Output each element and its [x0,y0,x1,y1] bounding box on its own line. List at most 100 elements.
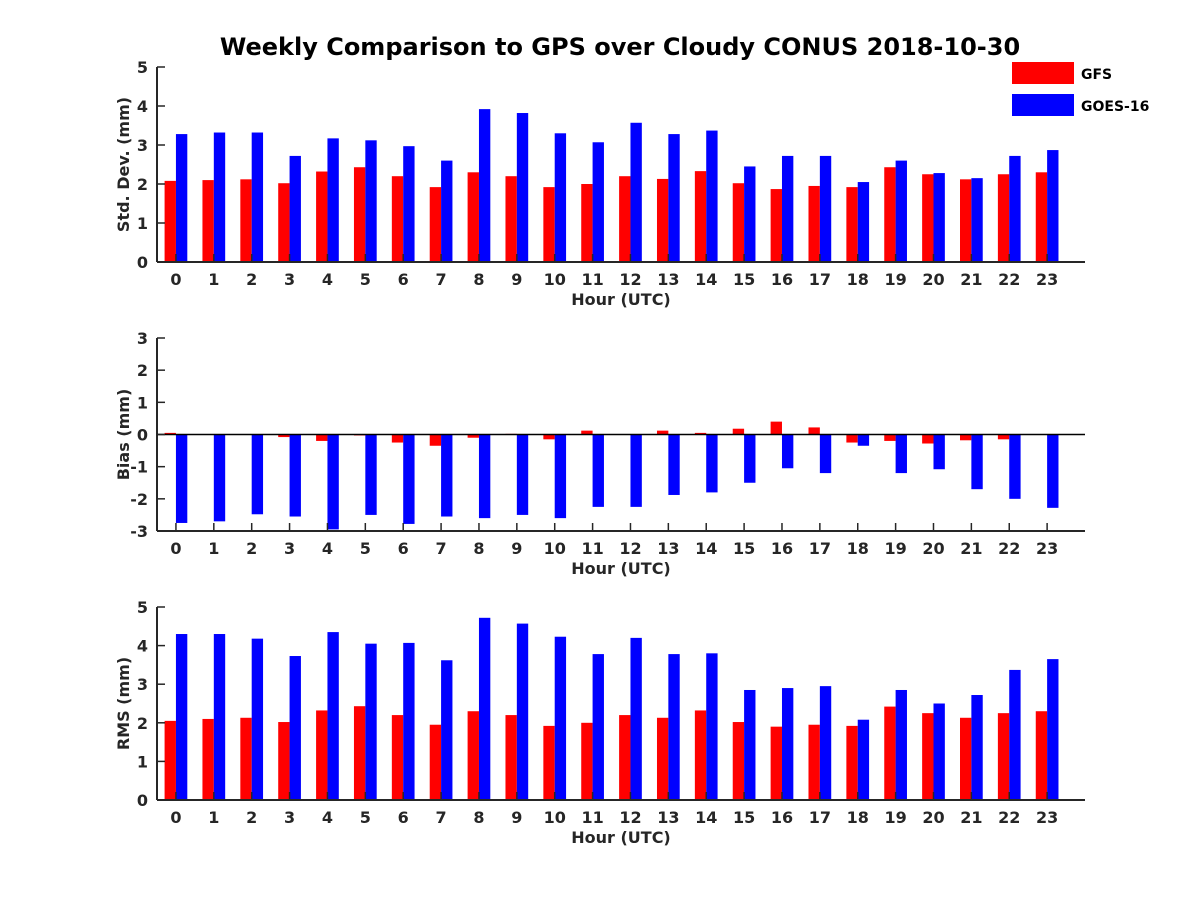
bar-stddev-goes16-20 [933,173,945,262]
x-tick-label-bias-1: 1 [208,539,219,558]
x-tick-label-stddev-13: 13 [657,270,679,289]
bar-stddev-goes16-6 [403,146,415,262]
bar-rms-gfs-19 [884,706,896,800]
x-tick-label-stddev-1: 1 [208,270,219,289]
y-tick-label-stddev-2: 2 [137,175,148,194]
bar-stddev-gfs-13 [656,178,669,262]
bar-stddev-gfs-6 [391,176,404,262]
x-tick-label-bias-5: 5 [360,539,371,558]
x-tick-label-rms-18: 18 [847,808,869,827]
x-tick-label-rms-6: 6 [398,808,409,827]
bar-bias-goes16-10 [554,434,567,519]
x-tick-label-stddev-2: 2 [246,270,257,289]
y-tick-label-bias--1: -1 [130,458,148,477]
x-tick-label-stddev-17: 17 [809,270,831,289]
bar-bias-gfs-7 [429,434,442,446]
x-tick-label-bias-17: 17 [809,539,831,558]
bar-rms-gfs-2 [240,717,252,800]
x-tick-label-stddev-12: 12 [619,270,641,289]
x-tick-label-bias-15: 15 [733,539,755,558]
x-tick-label-stddev-16: 16 [771,270,793,289]
bar-bias-gfs-4 [316,434,328,441]
y-tick-label-stddev-1: 1 [137,214,148,233]
bar-stddev-gfs-22 [997,174,1010,262]
bar-stddev-gfs-9 [505,176,517,262]
x-tick-label-stddev-0: 0 [170,270,181,289]
bar-bias-gfs-17 [808,427,820,435]
bar-rms-goes16-9 [516,623,529,800]
bar-stddev-gfs-10 [543,187,555,262]
x-tick-label-rms-1: 1 [208,808,219,827]
bar-rms-gfs-6 [391,715,404,800]
y-tick-label-stddev-3: 3 [137,136,148,155]
bar-rms-goes16-15 [744,689,756,800]
bar-rms-gfs-1 [202,718,214,800]
bar-bias-gfs-15 [732,428,745,435]
bar-stddev-goes16-12 [630,122,642,263]
x-tick-label-rms-9: 9 [511,808,522,827]
bar-rms-gfs-3 [278,722,290,800]
x-tick-label-rms-14: 14 [695,808,717,827]
y-tick-label-stddev-4: 4 [137,97,148,116]
bar-bias-goes16-2 [251,434,264,515]
y-tick-label-rms-5: 5 [137,598,148,617]
bar-bias-gfs-18 [846,434,858,443]
bar-stddev-gfs-14 [694,171,707,262]
x-tick-label-stddev-19: 19 [884,270,906,289]
legend-label-goes16: GOES-16 [1081,99,1149,115]
bar-stddev-goes16-15 [744,166,756,262]
x-tick-label-rms-8: 8 [473,808,484,827]
y-axis-label-rms: RMS (mm) [114,657,133,750]
bar-rms-goes16-23 [1047,659,1059,800]
bar-stddev-gfs-3 [278,183,290,262]
x-tick-label-bias-18: 18 [847,539,869,558]
y-tick-label-rms-4: 4 [137,637,148,656]
x-tick-label-rms-5: 5 [360,808,371,827]
bar-bias-goes16-7 [441,434,453,517]
y-axis-label-stddev: Std. Dev. (mm) [114,97,133,232]
bar-stddev-goes16-5 [365,140,377,262]
x-tick-label-bias-3: 3 [284,539,295,558]
x-tick-label-bias-6: 6 [398,539,409,558]
x-tick-label-stddev-22: 22 [998,270,1020,289]
bar-rms-gfs-15 [732,722,745,800]
y-tick-label-bias-0: 0 [137,426,148,445]
bar-bias-gfs-10 [543,434,555,440]
bar-stddev-goes16-3 [289,155,301,262]
bar-rms-goes16-2 [251,638,264,800]
x-tick-label-bias-0: 0 [170,539,181,558]
y-axis-label-bias: Bias (mm) [114,389,133,481]
x-tick-label-rms-11: 11 [581,808,603,827]
x-tick-label-rms-13: 13 [657,808,679,827]
bar-rms-gfs-7 [429,724,442,800]
y-tick-label-bias--2: -2 [130,490,148,509]
y-tick-label-rms-3: 3 [137,675,148,694]
bar-stddev-gfs-20 [922,174,934,262]
bar-stddev-goes16-10 [554,133,567,262]
bar-bias-gfs-19 [884,434,896,441]
bar-rms-gfs-9 [505,715,517,800]
bar-bias-gfs-21 [960,434,972,441]
bar-rms-gfs-5 [353,706,366,800]
bar-bias-gfs-3 [278,434,290,438]
x-tick-label-stddev-3: 3 [284,270,295,289]
bar-stddev-goes16-16 [781,155,794,262]
bar-stddev-goes16-13 [668,134,680,262]
bar-bias-gfs-8 [467,434,479,438]
bar-stddev-gfs-15 [732,183,745,262]
x-tick-label-stddev-11: 11 [581,270,603,289]
x-tick-label-bias-19: 19 [884,539,906,558]
bar-bias-goes16-14 [706,434,718,493]
bar-bias-goes16-13 [668,434,680,495]
y-tick-label-bias-2: 2 [137,361,148,380]
bar-rms-gfs-12 [619,715,631,800]
x-tick-label-stddev-21: 21 [960,270,982,289]
bar-stddev-goes16-2 [251,132,264,262]
bar-bias-goes16-15 [744,434,756,483]
x-tick-label-rms-17: 17 [809,808,831,827]
x-tick-label-bias-2: 2 [246,539,257,558]
x-tick-label-rms-10: 10 [544,808,566,827]
x-tick-label-stddev-5: 5 [360,270,371,289]
